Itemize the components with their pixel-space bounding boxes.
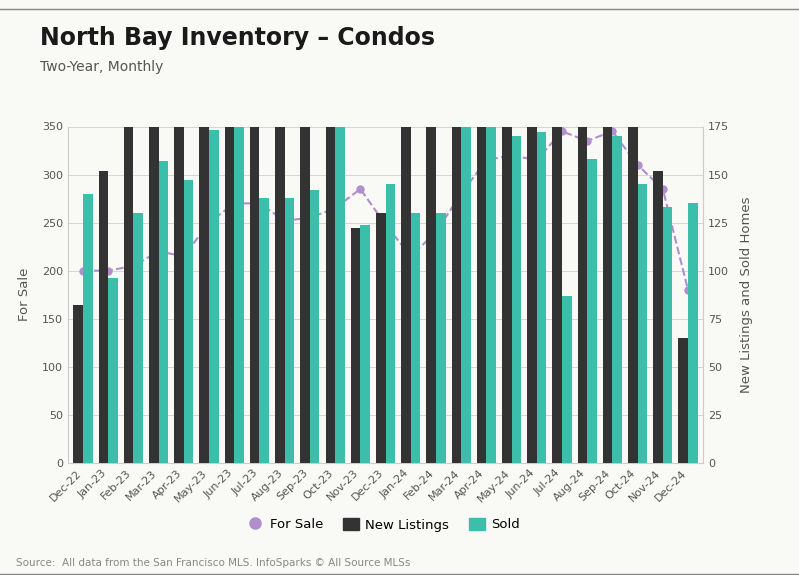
Bar xyxy=(108,278,117,463)
For Sale xyxy=(431,229,441,236)
For Sale xyxy=(78,267,88,274)
For Sale xyxy=(205,219,214,226)
For Sale xyxy=(507,152,516,159)
Bar xyxy=(376,213,386,463)
Bar xyxy=(360,224,370,463)
Bar xyxy=(133,213,143,463)
Bar xyxy=(74,305,83,463)
Legend: For Sale, New Listings, Sold: For Sale, New Listings, Sold xyxy=(242,513,525,537)
Bar xyxy=(427,11,436,463)
Bar xyxy=(184,181,193,463)
Bar xyxy=(401,49,411,463)
For Sale xyxy=(356,186,365,193)
Bar xyxy=(511,136,521,463)
Bar xyxy=(174,121,184,463)
Bar xyxy=(638,184,647,463)
Bar xyxy=(200,0,209,463)
Bar xyxy=(98,171,108,463)
For Sale xyxy=(103,267,113,274)
Y-axis label: For Sale: For Sale xyxy=(18,268,31,321)
For Sale xyxy=(305,214,315,221)
Bar xyxy=(284,198,294,463)
Bar xyxy=(527,102,537,463)
Bar xyxy=(234,40,244,463)
Bar xyxy=(310,190,320,463)
Bar xyxy=(335,117,344,463)
Line: For Sale: For Sale xyxy=(80,128,691,293)
Bar xyxy=(260,198,269,463)
Bar xyxy=(477,5,487,463)
Bar xyxy=(654,171,663,463)
For Sale xyxy=(229,200,239,207)
Bar xyxy=(602,25,612,463)
Bar xyxy=(451,0,461,463)
For Sale xyxy=(683,286,693,293)
Bar xyxy=(578,40,587,463)
Bar xyxy=(325,30,335,463)
Bar xyxy=(562,296,571,463)
Bar xyxy=(628,121,638,463)
Bar xyxy=(300,65,310,463)
For Sale xyxy=(179,253,189,260)
Bar xyxy=(552,0,562,463)
For Sale xyxy=(482,156,491,163)
Bar xyxy=(209,131,219,463)
For Sale xyxy=(280,217,289,224)
For Sale xyxy=(658,186,668,193)
Bar xyxy=(612,136,622,463)
Bar xyxy=(83,194,93,463)
For Sale xyxy=(607,128,617,135)
For Sale xyxy=(154,248,164,255)
For Sale xyxy=(330,205,340,212)
Bar xyxy=(461,126,471,463)
For Sale xyxy=(255,200,264,207)
Text: Two-Year, Monthly: Two-Year, Monthly xyxy=(40,60,163,74)
Bar xyxy=(225,0,234,463)
Bar xyxy=(487,117,496,463)
Bar xyxy=(250,11,260,463)
Text: Source:  All data from the San Francisco MLS. InfoSparks © All Source MLSs: Source: All data from the San Francisco … xyxy=(16,558,411,568)
Bar xyxy=(275,65,284,463)
Bar xyxy=(537,132,547,463)
Bar xyxy=(149,69,159,463)
Bar xyxy=(688,204,698,463)
Bar xyxy=(436,213,446,463)
For Sale xyxy=(406,253,415,260)
Bar xyxy=(411,213,420,463)
For Sale xyxy=(582,137,592,144)
Bar xyxy=(385,184,395,463)
Bar xyxy=(124,78,133,463)
Bar xyxy=(502,0,511,463)
Bar xyxy=(351,228,360,463)
Bar xyxy=(678,338,688,463)
For Sale xyxy=(557,128,566,135)
Y-axis label: New Listings and Sold Homes: New Listings and Sold Homes xyxy=(740,197,753,393)
Text: North Bay Inventory – Condos: North Bay Inventory – Condos xyxy=(40,26,435,50)
For Sale xyxy=(633,162,642,168)
For Sale xyxy=(380,221,390,228)
For Sale xyxy=(129,262,138,269)
For Sale xyxy=(456,190,466,197)
Bar xyxy=(587,159,597,463)
For Sale xyxy=(532,156,542,163)
Bar xyxy=(663,207,673,463)
Bar xyxy=(159,161,169,463)
